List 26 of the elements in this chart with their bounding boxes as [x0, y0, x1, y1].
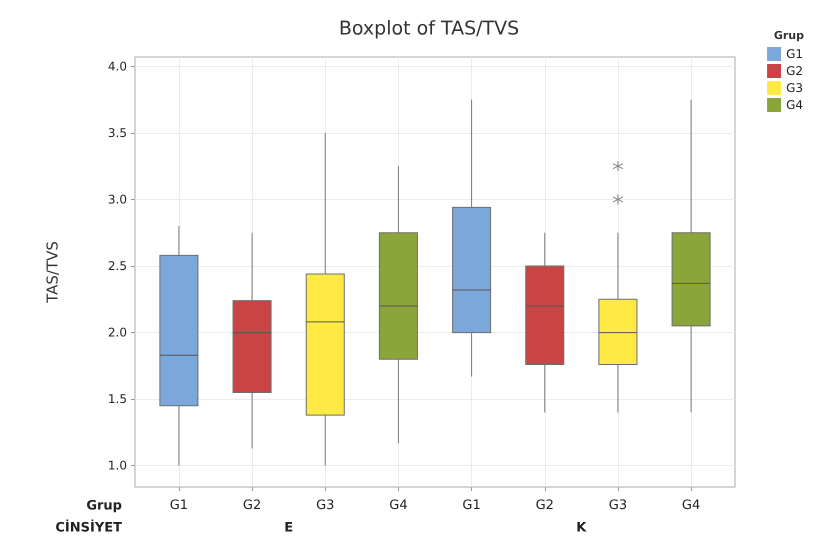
y-tick-label: 3.0	[108, 192, 127, 206]
text: CİNSİYET	[55, 518, 122, 536]
x-tick-label: G3	[316, 498, 334, 513]
y-tick-label: 4.0	[108, 59, 127, 74]
x-tick-label: G3	[608, 498, 628, 513]
y-tick-label: 2.5	[108, 259, 127, 274]
legend-label: G2	[786, 64, 804, 78]
legend-title: Grup	[774, 29, 804, 42]
y-tick-label: 1.0	[108, 458, 127, 473]
y-tick-label: 2.0	[108, 326, 127, 340]
text: Grup	[86, 498, 122, 514]
y-axis-title: TAS/TVS	[44, 241, 62, 304]
x-tick-label: G1	[170, 498, 188, 513]
legend-label: G4	[786, 98, 804, 112]
x-tick-label: G2	[242, 498, 262, 513]
y-tick-label: 1.5	[108, 392, 127, 406]
y-tick-label: 3.5	[108, 126, 127, 140]
legend-label: G3	[786, 81, 804, 95]
x-tick-label: G4	[389, 498, 408, 513]
chart-title: Boxplot of TAS/TVS	[338, 18, 520, 40]
text: E	[284, 520, 294, 536]
text: K	[576, 520, 588, 536]
legend-label: G1	[786, 47, 804, 61]
x-tick-label: G2	[536, 498, 554, 513]
x-tick-label: G1	[462, 498, 481, 513]
x-tick-label: G4	[682, 498, 700, 513]
